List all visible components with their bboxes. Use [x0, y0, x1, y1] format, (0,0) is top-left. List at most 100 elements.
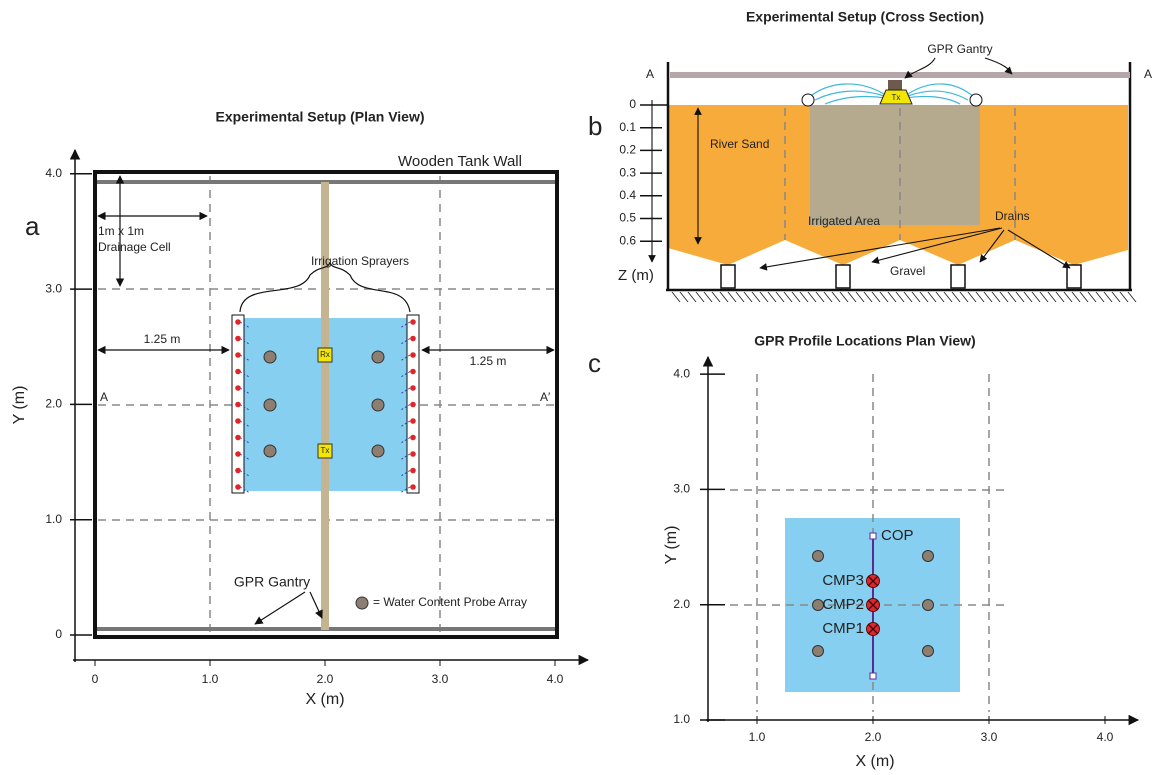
- annotation: Drains: [995, 209, 1030, 223]
- probe: [922, 599, 934, 611]
- z-tick-label: 0.2: [619, 143, 636, 157]
- x-axis-label: X (m): [855, 753, 894, 770]
- ground-hatch: [863, 291, 873, 303]
- cmp-cross: [868, 576, 878, 586]
- probe: [812, 550, 934, 657]
- spray-line: [239, 404, 251, 411]
- spray-line: [399, 321, 411, 329]
- nozzle: [410, 319, 416, 325]
- cmp-cross: [868, 624, 878, 634]
- probe: [812, 599, 824, 611]
- nozzle: [235, 484, 241, 490]
- annotation-arrow: [1007, 229, 1071, 269]
- spray-line: [399, 453, 411, 461]
- nozzle: [410, 434, 416, 441]
- x-tick-label: 2.0: [317, 672, 334, 686]
- x-tick-label: 1.0: [749, 730, 766, 744]
- x-tick-label: 2.0: [865, 730, 882, 744]
- probe: [263, 398, 277, 412]
- ground-hatch: [823, 291, 833, 303]
- cross-section-panel: b Experimental Setup (Cross Section) Tx …: [588, 9, 1152, 303]
- tick: 1.0 2.0 3.0 4.0 1.0 2.0 3.0 4.0: [673, 366, 1113, 744]
- sprayer: [801, 93, 983, 107]
- ground-hatch: [1023, 291, 1033, 303]
- ground-hatch: [831, 291, 841, 303]
- ground-hatch: [975, 291, 985, 303]
- profile-label: COP CMP3 CMP2 CMP1: [822, 527, 913, 637]
- y-tick-label: 3.0: [673, 482, 690, 496]
- annotation: A: [646, 67, 654, 81]
- nozzle: [235, 451, 241, 457]
- nozzle: [235, 467, 241, 474]
- ground-hatch: [999, 291, 1009, 303]
- ground-hatch: [815, 291, 825, 303]
- drain: [720, 264, 1082, 289]
- probe: [371, 444, 385, 458]
- spray-line: [239, 371, 251, 378]
- y-tick-label: 1.0: [673, 712, 690, 726]
- nozzle: [410, 335, 416, 342]
- ground-hatch: [711, 291, 721, 303]
- ground-hatch: [671, 291, 681, 303]
- y-tick-label: 2.0: [45, 397, 62, 411]
- tick: 0 1.0 2.0 3.0 4.0 0 1.0 2.0 3.0 4.0: [45, 166, 563, 686]
- spray-line: [239, 486, 251, 494]
- tank-wall: [93, 170, 559, 639]
- ground-hatch: [1095, 291, 1105, 303]
- drain: [1066, 264, 1082, 289]
- y-tick-label: 4.0: [45, 166, 62, 180]
- nozzle: [235, 368, 241, 375]
- x-axis-label: X (m): [305, 691, 344, 708]
- ground-hatch: [743, 291, 753, 303]
- nozzle: [235, 319, 241, 325]
- annotation-arrow: [979, 229, 1005, 263]
- antenna-mount: [888, 80, 902, 92]
- transmitter-label: Tx: [321, 446, 330, 455]
- spray-line: [399, 486, 411, 494]
- spray-line: [239, 321, 251, 329]
- ground-hatch: [679, 291, 689, 303]
- ground-hatch: [1127, 291, 1137, 303]
- profile-label: COP: [881, 527, 914, 544]
- ground-hatch: [687, 291, 697, 303]
- spray-line: [399, 404, 411, 411]
- nozzle: [235, 401, 241, 408]
- ground-hatch: [943, 291, 953, 303]
- profile-panel: c GPR Profile Locations Plan View) COP CM…: [588, 333, 1140, 770]
- sprayer-lines: [814, 90, 885, 101]
- spray-line: [239, 354, 251, 362]
- profile-end: [869, 532, 877, 680]
- drain: [720, 264, 736, 289]
- nozzle: [410, 352, 416, 358]
- y-tick-label: 3.0: [45, 281, 62, 295]
- x-tick-label: 0: [92, 672, 99, 686]
- ground-hatch: [1079, 291, 1089, 303]
- ground-hatch: [775, 291, 785, 303]
- ground-hatch: [1047, 291, 1057, 303]
- ground-hatch: [919, 291, 929, 303]
- ground-hatch: [1087, 291, 1097, 303]
- receiver-box: [317, 347, 333, 363]
- nozzle: [235, 352, 241, 358]
- z-tick-label: 0.6: [619, 233, 636, 247]
- probe: [263, 350, 385, 458]
- axis: [702, 355, 1140, 726]
- ground-hatch: [719, 291, 729, 303]
- cmp-cross: [868, 600, 878, 610]
- annotation: A: [1144, 67, 1152, 81]
- annotation: River Sand: [710, 137, 769, 151]
- panel-label: b: [588, 111, 602, 141]
- annotation: Drainage Cell: [98, 240, 171, 254]
- ground-hatch: [871, 291, 881, 303]
- spray-line: [399, 437, 411, 444]
- annotation-arrow: [97, 175, 555, 625]
- probe: [371, 350, 385, 364]
- probe: [812, 645, 824, 657]
- panel-title: Experimental Setup (Plan View): [215, 109, 424, 125]
- annotation: Wooden Tank Wall: [398, 153, 522, 170]
- spray-line: [239, 470, 251, 477]
- z-tick-label: 0.1: [619, 120, 636, 134]
- y-tick-label: 2.0: [673, 597, 690, 611]
- ground-hatch: [735, 291, 745, 303]
- ground-hatch: [783, 291, 793, 303]
